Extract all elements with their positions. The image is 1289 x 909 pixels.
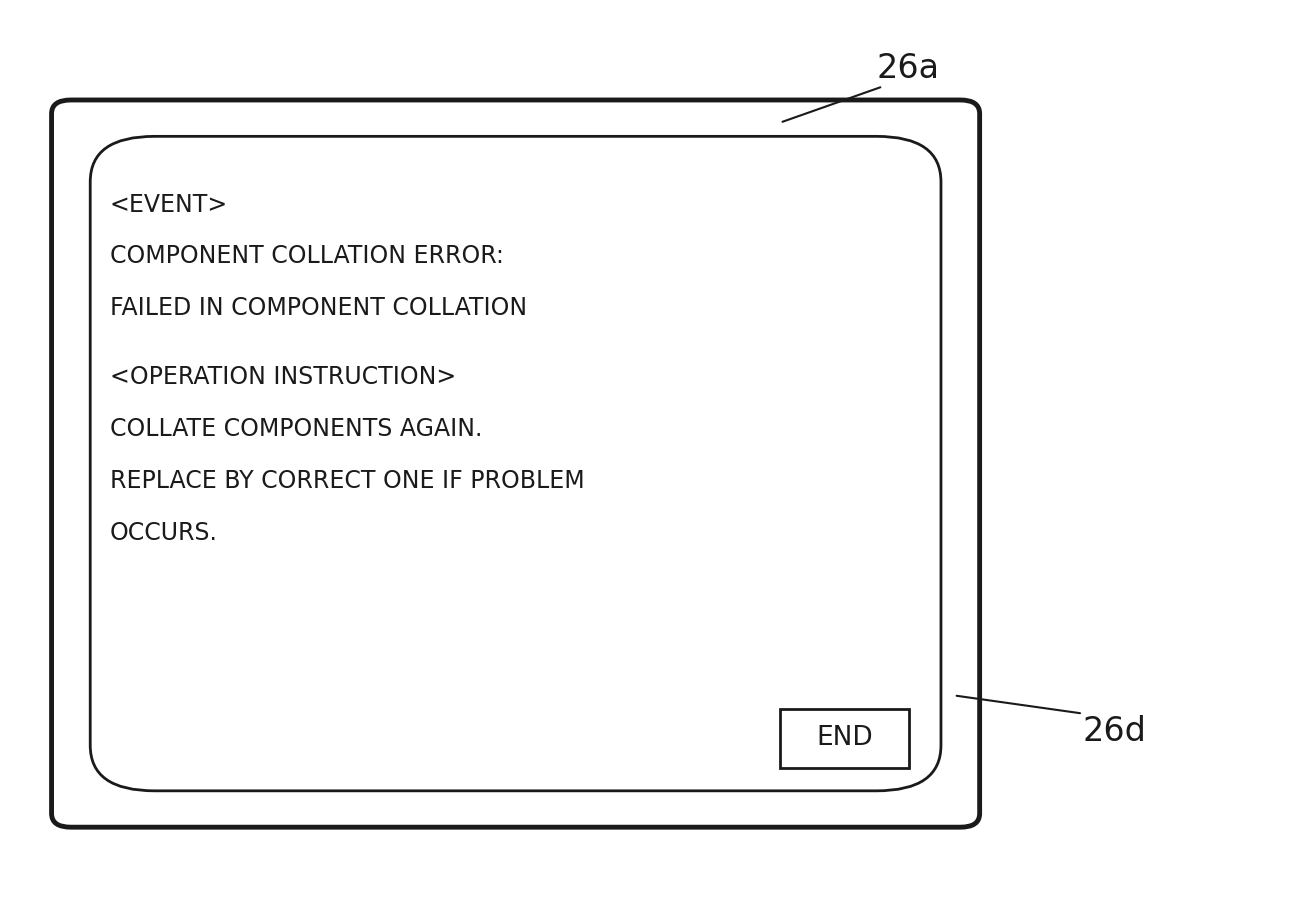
Text: FAILED IN COMPONENT COLLATION: FAILED IN COMPONENT COLLATION <box>110 296 527 320</box>
Text: <EVENT>: <EVENT> <box>110 193 228 216</box>
FancyBboxPatch shape <box>90 136 941 791</box>
Text: OCCURS.: OCCURS. <box>110 521 218 544</box>
Text: COLLATE COMPONENTS AGAIN.: COLLATE COMPONENTS AGAIN. <box>110 417 482 441</box>
Text: 26d: 26d <box>1083 715 1147 748</box>
Text: REPLACE BY CORRECT ONE IF PROBLEM: REPLACE BY CORRECT ONE IF PROBLEM <box>110 469 584 493</box>
Text: <OPERATION INSTRUCTION>: <OPERATION INSTRUCTION> <box>110 365 456 389</box>
FancyBboxPatch shape <box>780 709 909 768</box>
Text: COMPONENT COLLATION ERROR:: COMPONENT COLLATION ERROR: <box>110 245 504 268</box>
Text: 26a: 26a <box>877 52 940 85</box>
FancyBboxPatch shape <box>52 100 980 827</box>
Text: END: END <box>816 725 873 751</box>
